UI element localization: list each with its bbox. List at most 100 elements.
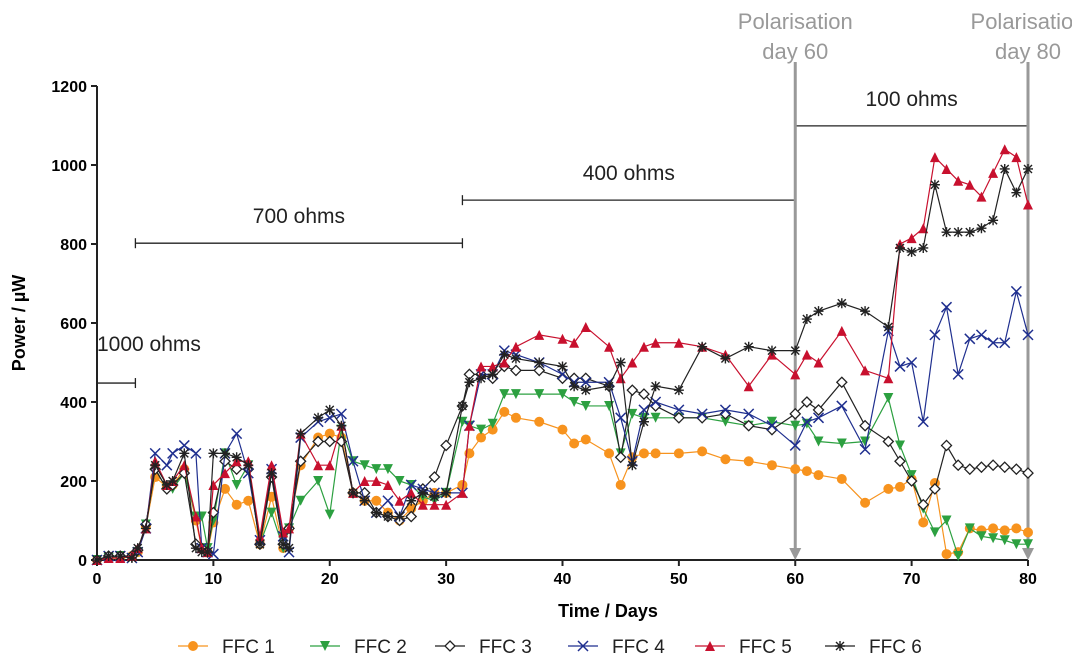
- point: [278, 527, 289, 538]
- point: [953, 551, 964, 562]
- point: [324, 404, 335, 415]
- point: [941, 515, 952, 526]
- point: [998, 461, 1011, 474]
- point: [988, 167, 999, 178]
- point: [953, 227, 964, 238]
- point: [382, 495, 394, 507]
- point: [313, 412, 324, 423]
- point: [975, 461, 988, 474]
- x-tick-label: 40: [554, 571, 572, 588]
- point: [813, 357, 824, 368]
- point: [476, 424, 487, 435]
- point: [766, 420, 778, 432]
- point: [673, 404, 685, 416]
- point: [650, 396, 662, 408]
- point: [860, 497, 871, 508]
- point: [813, 436, 824, 447]
- point: [743, 456, 754, 467]
- event-arrow: [1022, 548, 1034, 560]
- point: [295, 428, 306, 439]
- legend-item: FFC 1: [178, 637, 275, 657]
- point: [196, 547, 207, 558]
- point: [405, 479, 417, 491]
- point: [929, 329, 941, 341]
- point: [1011, 187, 1022, 198]
- point: [987, 459, 1000, 472]
- point: [789, 407, 802, 420]
- point: [917, 498, 930, 511]
- event-label: Polarisation: [738, 9, 853, 34]
- point: [720, 454, 731, 465]
- legend-label: FFC 5: [739, 637, 792, 657]
- point: [894, 360, 906, 372]
- point: [132, 543, 143, 554]
- range-label: 400 ohms: [583, 162, 675, 185]
- point: [906, 233, 917, 244]
- point: [569, 337, 580, 348]
- x-tick-label: 80: [1019, 571, 1037, 588]
- point: [1010, 463, 1023, 476]
- point: [534, 357, 545, 368]
- point: [417, 487, 428, 498]
- point: [650, 381, 661, 392]
- point: [813, 306, 824, 317]
- point: [569, 397, 580, 407]
- point: [812, 412, 825, 424]
- x-axis-label: Time / Days: [558, 601, 658, 621]
- point: [918, 517, 929, 528]
- point: [284, 523, 295, 534]
- point: [673, 337, 684, 348]
- point: [976, 531, 987, 542]
- legend-item: FFC 3: [435, 637, 532, 657]
- point: [208, 448, 219, 459]
- point: [190, 447, 202, 459]
- point: [178, 439, 190, 451]
- point: [510, 364, 522, 377]
- point: [918, 242, 929, 253]
- y-tick-label: 1200: [51, 79, 87, 96]
- point: [92, 555, 102, 565]
- point: [720, 416, 731, 427]
- point: [720, 353, 731, 364]
- point: [149, 447, 161, 459]
- x-tick-label: 10: [204, 571, 222, 588]
- point: [836, 325, 847, 336]
- point: [534, 389, 545, 400]
- point: [278, 539, 289, 550]
- point: [627, 357, 638, 368]
- point: [906, 356, 918, 369]
- legend-label: FFC 1: [222, 637, 275, 657]
- point: [650, 412, 661, 423]
- point: [999, 525, 1010, 536]
- point: [988, 533, 999, 544]
- point: [999, 144, 1010, 155]
- point: [580, 385, 591, 396]
- point: [952, 459, 965, 472]
- point: [604, 341, 615, 352]
- point: [499, 349, 510, 360]
- point: [382, 511, 393, 522]
- point: [859, 419, 871, 432]
- legend-item: FFC 2: [310, 637, 407, 657]
- x-tick-label: 20: [321, 571, 339, 588]
- point: [615, 357, 626, 368]
- legend-label: FFC 6: [869, 637, 922, 657]
- point: [428, 471, 441, 483]
- point: [627, 408, 638, 419]
- point: [487, 424, 498, 435]
- point: [964, 227, 975, 238]
- point: [696, 408, 708, 420]
- point: [987, 337, 999, 349]
- point: [220, 448, 231, 459]
- point: [789, 439, 801, 451]
- point: [231, 452, 242, 463]
- point: [476, 373, 487, 384]
- point: [557, 333, 568, 344]
- point: [167, 476, 178, 486]
- point: [1023, 527, 1033, 538]
- point: [800, 396, 813, 408]
- point: [615, 373, 626, 384]
- point: [323, 435, 336, 448]
- point: [499, 357, 510, 368]
